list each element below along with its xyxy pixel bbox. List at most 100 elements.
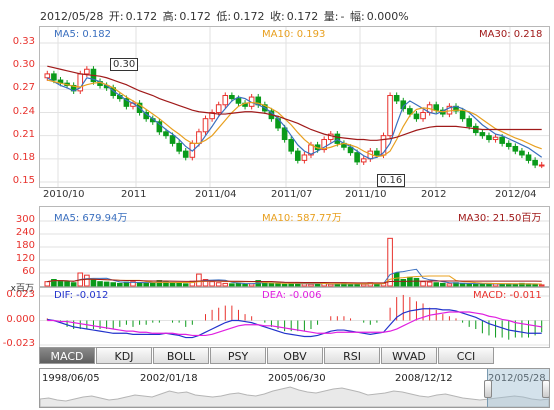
volume-bar [130,281,136,287]
navigator-date-label: 2012/05/28 [488,373,546,384]
candle-body [492,136,499,141]
volume-ma30-line [47,278,542,284]
candle-body [380,135,387,156]
volume-bar [90,279,97,287]
candle-body [505,142,512,147]
candle-body [163,131,169,137]
tab-cci[interactable]: CCI [438,347,494,364]
macd-chart[interactable]: DIF: -0.012 DEA: -0.006 MACD: -0.011 [39,287,550,348]
navigator-left-handle[interactable] [484,380,492,398]
volume-bar [51,279,57,287]
tab-boll[interactable]: BOLL [153,347,209,364]
volume-bar [347,283,354,287]
volume-bar [400,279,407,287]
volume-bar [229,283,235,287]
candle-body [486,135,492,141]
dea-line [47,311,542,337]
candle-body [156,121,163,133]
open-value: 0.172 [125,10,158,23]
candle-body [176,142,182,152]
volume-bar [314,283,321,287]
candle-body [512,145,519,152]
volume-bar [426,281,433,287]
candle-body [321,139,327,151]
candle-body [209,112,215,120]
volume-bar [538,284,545,287]
quote-header: 2012/05/28 开: 0.172 高: 0.172 低: 0.172 收: 0.1… [40,8,411,24]
volume-y-tick: 60 [22,266,35,277]
candle-body [235,98,242,104]
volume-y-tick: 180 [15,240,35,251]
price-y-tick: 0.27 [12,82,35,94]
volume-bar [235,282,242,287]
candle-body [393,95,400,102]
candle-body [182,150,189,158]
tab-psy[interactable]: PSY [210,347,266,364]
candle-body [387,95,393,137]
candle-body [334,133,341,144]
tab-rsi[interactable]: RSI [324,347,380,364]
price-y-tick: 0.33 [12,36,35,47]
x-tick-label: 2012/04 [495,189,537,200]
candle-body [420,112,426,120]
volume-bar [222,282,229,287]
tab-kdj[interactable]: KDJ [96,347,152,364]
x-tick-label: 2011/04 [195,189,237,200]
candle-body [327,133,334,141]
volume-bar [110,282,117,287]
candle-body [374,150,380,156]
change-value: 0.000% [366,10,409,23]
volume-bar [512,283,519,287]
price-y-tick: 0.18 [12,151,35,163]
volume-bar [466,283,472,287]
close-value: 0.172 [286,10,319,23]
candle-body [222,95,229,106]
price-y-tick: 0.15 [12,175,35,186]
volume-ma5-legend: MA5: 679.94万 [54,213,128,224]
volume-bar [57,280,64,287]
volume-bar [532,283,538,287]
x-tick-label: 2011 [121,189,147,200]
tab-macd[interactable]: MACD [39,347,95,364]
price-y-tick: 0.24 [12,105,35,117]
candle-body [499,136,505,144]
volume-bar [433,282,440,287]
timeline-navigator[interactable]: 1998/06/05 2002/01/18 2005/06/30 2008/12/12… [39,368,550,408]
volume-chart[interactable]: MA5: 679.94万 MA10: 587.77万 MA30: 21.50百万 [39,206,550,287]
volume-bar [459,282,466,287]
candle-body [288,139,295,152]
volume-bar [268,282,275,287]
price-y-tick: 0.30 [12,59,35,71]
navigator-right-handle[interactable] [542,380,549,398]
ma5-legend: MA5: 0.182 [54,29,112,40]
volume-bar [281,283,288,287]
volume-bar [149,282,156,287]
navigator-date-label: 2008/12/12 [395,373,453,384]
low-price-callout: 0.16 [377,174,406,187]
x-tick-label: 2011/10 [345,189,387,200]
tab-wvad[interactable]: WVAD [381,347,437,364]
candle-body [169,135,176,144]
x-tick-label: 2010/10 [43,189,85,200]
candle-body [354,152,360,163]
candle-body [519,150,525,156]
price-chart-svg [40,27,549,187]
volume-bar [169,282,176,287]
candle-body [360,158,367,163]
dea-legend: DEA: -0.006 [262,290,322,301]
volume-bar [84,274,90,287]
volume-bar [387,237,393,287]
tab-obv[interactable]: OBV [267,347,323,364]
high-price-callout: 0.30 [110,58,139,71]
low-label: 低: [216,10,232,23]
quote-date: 2012/05/28 [40,10,104,23]
volume-bar [275,283,281,287]
volume-y-tick: 300 [15,214,35,225]
price-chart[interactable]: MA5: 0.182 MA10: 0.193 MA30: 0.218 0.30 … [39,26,550,188]
open-label: 开: [108,10,124,23]
low-value: 0.172 [233,10,265,23]
navigator-selection-window[interactable] [487,369,549,407]
volume-bar [44,281,51,287]
volume-bar [479,283,486,287]
volume-bar [64,281,70,287]
